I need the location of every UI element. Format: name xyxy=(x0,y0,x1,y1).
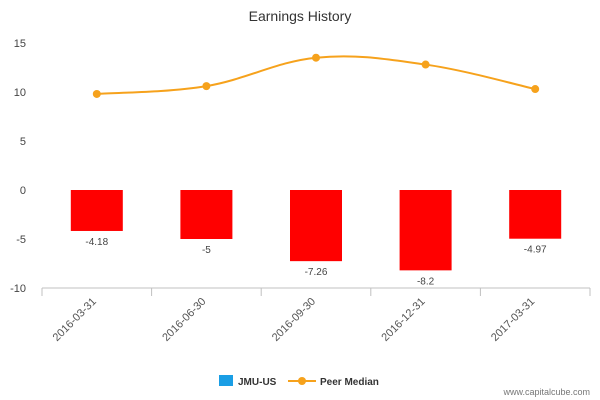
peer-median-point xyxy=(531,85,540,94)
y-tick-label: 10 xyxy=(14,87,26,99)
bar-data-label: -4.18 xyxy=(85,237,108,248)
peer-median-path xyxy=(96,55,536,95)
bar-data-label: -7.26 xyxy=(305,267,328,278)
peer-median-point xyxy=(421,60,430,69)
legend-label-jmu-us: JMU-US xyxy=(238,377,277,388)
peer-median-point xyxy=(312,53,320,62)
peer-median-point xyxy=(92,89,101,98)
legend[interactable]: JMU-US Peer Median xyxy=(219,375,379,388)
peer-median-line xyxy=(92,53,540,98)
y-tick-label: 15 xyxy=(14,38,26,50)
earnings-bar xyxy=(399,190,452,271)
earnings-bar xyxy=(290,190,342,262)
chart-title: Earnings History xyxy=(249,8,352,24)
earnings-bar xyxy=(509,190,562,239)
bar-data-label: -5 xyxy=(202,245,211,256)
bars xyxy=(70,190,562,271)
x-tick-label: 2016-12-31 xyxy=(379,296,427,344)
x-tick-label: 2016-09-30 xyxy=(270,296,318,344)
y-tick-label: 0 xyxy=(20,185,26,197)
legend-swatch-jmu-us xyxy=(219,375,233,386)
legend-swatch-peer-median-marker xyxy=(298,377,306,385)
x-tick-label: 2016-03-31 xyxy=(51,296,99,344)
x-tick-label: 2016-06-30 xyxy=(160,296,208,344)
peer-median-point xyxy=(202,82,211,91)
legend-label-peer-median: Peer Median xyxy=(320,377,379,388)
bar-data-label: -8.2 xyxy=(417,276,435,287)
credit-text: www.capitalcube.com xyxy=(502,387,590,397)
earnings-bar xyxy=(70,190,123,231)
y-tick-label: 5 xyxy=(20,136,26,148)
y-tick-label: -5 xyxy=(16,234,26,246)
y-tick-label: -10 xyxy=(10,283,26,295)
x-tick-label: 2017-03-31 xyxy=(489,296,537,344)
bar-data-label: -4.97 xyxy=(524,245,547,256)
earnings-bar xyxy=(180,190,233,239)
bar-labels: -4.18 -5 -7.26 -8.2 -4.97 xyxy=(85,237,547,287)
